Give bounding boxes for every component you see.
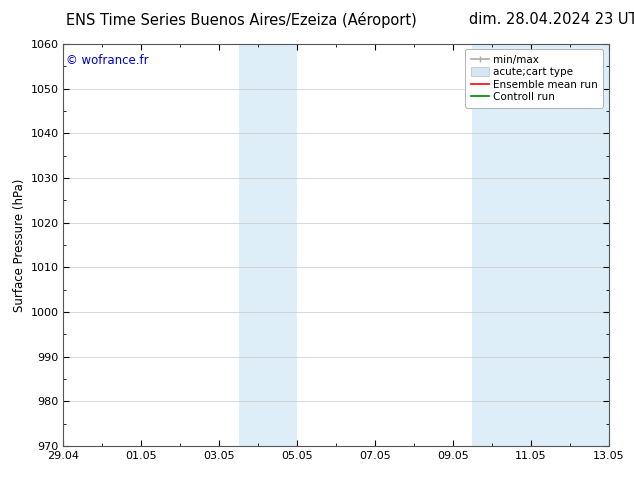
Y-axis label: Surface Pressure (hPa): Surface Pressure (hPa) xyxy=(13,178,26,312)
Bar xyxy=(238,44,297,446)
Text: ENS Time Series Buenos Aires/Ezeiza (Aéroport): ENS Time Series Buenos Aires/Ezeiza (Aér… xyxy=(65,12,417,28)
Bar xyxy=(472,44,609,446)
Text: © wofrance.fr: © wofrance.fr xyxy=(66,54,149,67)
Text: dim. 28.04.2024 23 UTC: dim. 28.04.2024 23 UTC xyxy=(469,12,634,27)
Legend: min/max, acute;cart type, Ensemble mean run, Controll run: min/max, acute;cart type, Ensemble mean … xyxy=(465,49,604,107)
